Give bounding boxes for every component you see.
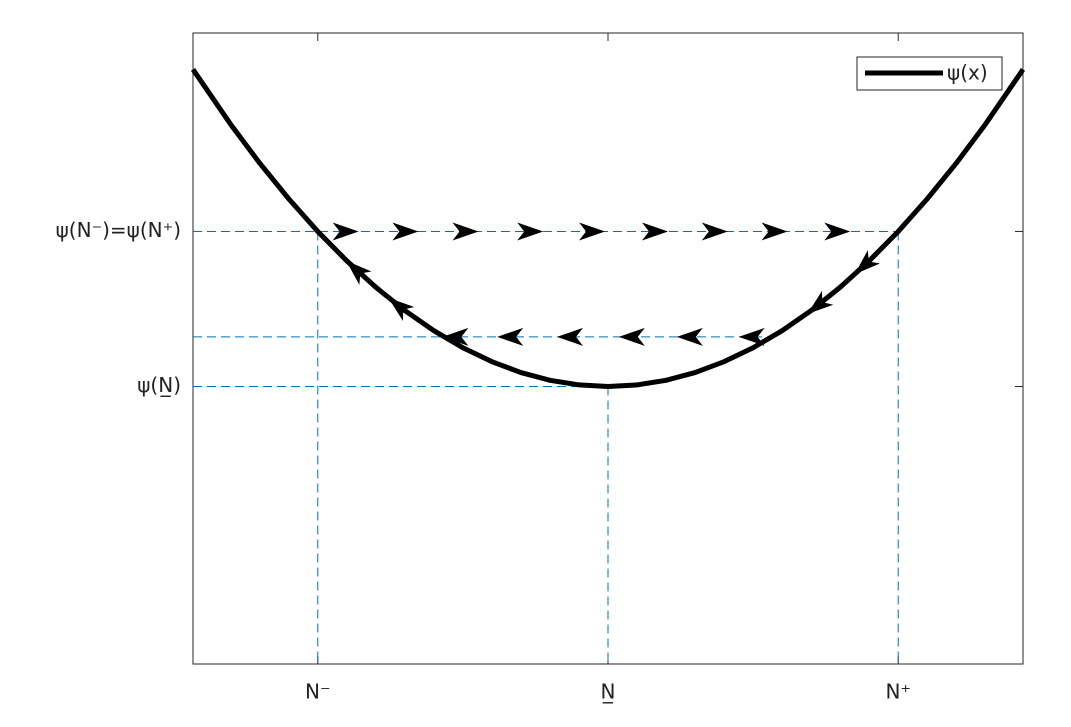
arrow xyxy=(442,327,469,346)
arrow xyxy=(642,222,669,241)
legend-label: ψ(x) xyxy=(947,61,988,85)
arrow xyxy=(579,222,606,241)
arrow xyxy=(701,222,728,241)
x-tick-label: N̲ xyxy=(601,680,616,704)
y-tick-label: ψ(N⁻)=ψ(N⁺) xyxy=(56,218,181,242)
arrow xyxy=(738,327,765,346)
x-tick-label: N⁻ xyxy=(305,680,331,704)
arrow xyxy=(392,222,419,241)
arrow xyxy=(556,327,583,346)
arrow xyxy=(761,222,788,241)
arrow xyxy=(854,250,880,275)
arrow xyxy=(824,222,851,241)
arrow xyxy=(346,260,372,285)
arrow xyxy=(388,297,415,322)
y-tick-label: ψ(N̲) xyxy=(137,373,181,397)
arrow xyxy=(676,327,703,346)
arrow xyxy=(452,222,479,241)
arrow xyxy=(497,327,524,346)
arrow xyxy=(517,222,544,241)
x-tick-label: N⁺ xyxy=(885,680,911,704)
arrow xyxy=(332,222,359,241)
arrow xyxy=(618,327,645,346)
arrow xyxy=(807,290,834,314)
curve xyxy=(190,68,1026,389)
